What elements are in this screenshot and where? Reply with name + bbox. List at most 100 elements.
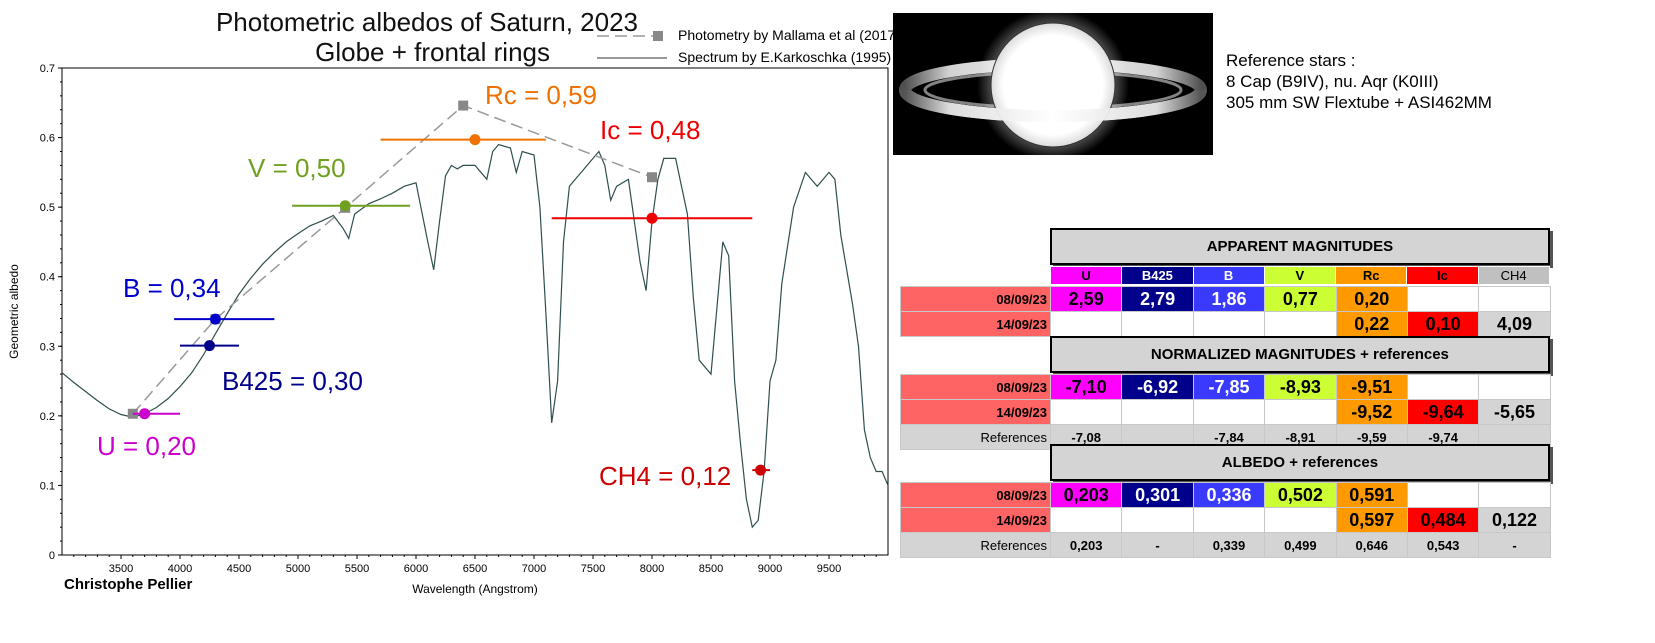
cell-b	[1192, 399, 1266, 425]
measurement-point-ch4	[755, 464, 767, 476]
cell-rc: 0,20	[1335, 286, 1408, 312]
band-header-u: U	[1049, 266, 1123, 285]
cell-ch4	[1478, 374, 1551, 400]
cell-ic: 0,484	[1406, 507, 1480, 533]
legend: Photometry by Mallama et al (2017) Spect…	[595, 26, 900, 66]
label-u: U = 0,20	[97, 431, 197, 461]
cell-b: 0,336	[1192, 482, 1266, 508]
cell-b: -7,85	[1192, 374, 1266, 400]
cell-ic	[1406, 286, 1480, 312]
band-header-b425: B425	[1121, 266, 1194, 285]
row-date: 08/09/23	[900, 286, 1051, 312]
x-tick-label: 9000	[758, 563, 782, 575]
x-tick-label: 7000	[522, 563, 546, 575]
cell-ch4: -5,65	[1478, 399, 1551, 425]
reference-info-line3: 305 mm SW Flextube + ASI462MM	[1226, 93, 1492, 112]
cell-u: 2,59	[1049, 286, 1123, 312]
cell-b: 1,86	[1192, 286, 1266, 312]
table-row: 14/09/23 -9,52 -9,64 -5,65	[900, 399, 1551, 425]
legend-spectrum-label: Spectrum by E.Karkoschka (1995)	[678, 49, 892, 65]
y-tick-label: 0.3	[40, 341, 55, 353]
row-date: 14/09/23	[900, 399, 1051, 425]
saturn-image	[893, 13, 1213, 155]
cell-rc: 0,591	[1335, 482, 1408, 508]
cell-rc: 0,597	[1335, 507, 1408, 533]
cell-u	[1049, 311, 1123, 337]
references-label: References	[900, 532, 1051, 558]
cell-b425	[1121, 507, 1194, 533]
reference-info-line2: 8 Cap (B9IV), nu. Aqr (K0III)	[1226, 72, 1439, 91]
chart-title: Photometric albedos of Saturn, 2023	[215, 7, 638, 37]
cell-ic	[1406, 482, 1480, 508]
spectrum-layer	[61, 143, 889, 529]
x-tick-label: 5000	[286, 563, 310, 575]
apparent-section-title: APPARENT MAGNITUDES	[1050, 228, 1550, 265]
table-row: 08/09/23 2,59 2,79 1,86 0,77 0,20	[900, 286, 1551, 312]
cell-ch4	[1478, 286, 1551, 312]
cell-ic: -9,64	[1406, 399, 1480, 425]
reference-cell-ic: 0,543	[1406, 532, 1480, 558]
cell-rc: -9,51	[1335, 374, 1408, 400]
measurement-point-rc	[469, 134, 481, 146]
reference-cell-u: 0,203	[1049, 532, 1123, 558]
x-tick-label: 6000	[404, 563, 428, 575]
photometry-point	[647, 172, 657, 183]
albedo-table: 08/09/23 0,203 0,301 0,336 0,502 0,591 14/09/2…	[900, 482, 1551, 558]
x-tick-label: 5500	[345, 563, 369, 575]
cell-u: -7,10	[1049, 374, 1123, 400]
author-credit: Christophe Pellier	[64, 576, 193, 593]
reference-info-line1: Reference stars :	[1226, 51, 1356, 70]
legend-swatches	[597, 31, 667, 59]
row-date: 14/09/23	[900, 311, 1051, 337]
reference-cell-b: 0,339	[1192, 532, 1266, 558]
table-row: 08/09/23 -7,10 -6,92 -7,85 -8,93 -9,51	[900, 374, 1551, 400]
y-tick-label: 0.2	[40, 411, 55, 423]
spectrum-line	[61, 143, 889, 529]
table-row: 14/09/23 0,22 0,10 4,09	[900, 311, 1551, 337]
measurement-point-v	[339, 200, 351, 212]
cell-rc: 0,22	[1335, 311, 1408, 337]
chart-axes: 3500 4000 4500 5000 5500 6000 6500 7000 7500 8000…	[7, 63, 889, 596]
cell-ch4: 4,09	[1478, 311, 1551, 337]
normalized-section-title: NORMALIZED MAGNITUDES + references	[1050, 336, 1550, 373]
x-tick-label: 8500	[699, 563, 723, 575]
y-axis-label: Geometric albedo	[7, 264, 21, 359]
band-header-ch4: CH4	[1477, 266, 1550, 285]
cell-v: -8,93	[1264, 374, 1337, 400]
label-ch4: CH4 = 0,12	[599, 461, 732, 491]
band-header-v: V	[1263, 266, 1337, 285]
chart-subtitle: Globe + frontal rings	[315, 37, 550, 67]
albedo-section-title: ALBEDO + references	[1050, 444, 1550, 481]
measurement-point-u	[139, 408, 151, 420]
measurements-layer	[132, 134, 770, 476]
x-tick-label: 3500	[109, 563, 133, 575]
x-tick-label: 4500	[227, 563, 251, 575]
cell-v: 0,502	[1264, 482, 1337, 508]
cell-u: 0,203	[1049, 482, 1123, 508]
y-tick-label: 0	[49, 550, 55, 562]
cell-u	[1049, 507, 1123, 533]
measurement-point-b	[209, 313, 221, 325]
y-tick-label: 0.1	[40, 480, 55, 492]
band-header-row: U B425 B V Rc Ic CH4	[1049, 266, 1550, 285]
reference-info: Reference stars : 8 Cap (B9IV), nu. Aqr …	[1226, 50, 1492, 113]
photometry-line	[132, 104, 653, 415]
cell-v: 0,77	[1264, 286, 1337, 312]
label-b425: B425 = 0,30	[222, 366, 363, 396]
x-axis-label: Wavelength (Angstrom)	[412, 582, 538, 596]
reference-cell-v: 0,499	[1264, 532, 1337, 558]
cell-ch4: 0,122	[1478, 507, 1551, 533]
cell-rc: -9,52	[1335, 399, 1408, 425]
y-tick-label: 0.5	[40, 202, 55, 214]
row-date: 14/09/23	[900, 507, 1051, 533]
reference-cell-rc: 0,646	[1335, 532, 1408, 558]
x-tick-label: 4000	[168, 563, 192, 575]
legend-photometry-label: Photometry by Mallama et al (2017)	[678, 27, 900, 43]
references-label: References	[900, 424, 1051, 450]
x-tick-label: 6500	[463, 563, 487, 575]
cell-b425: 0,301	[1121, 482, 1194, 508]
references-row: References -7,08 -7,84 -8,91 -9,59 -9,74	[900, 424, 1551, 450]
photometry-point	[458, 100, 469, 111]
table-row: 08/09/23 0,203 0,301 0,336 0,502 0,591	[900, 482, 1551, 508]
table-row: 14/09/23 0,597 0,484 0,122	[900, 507, 1551, 533]
